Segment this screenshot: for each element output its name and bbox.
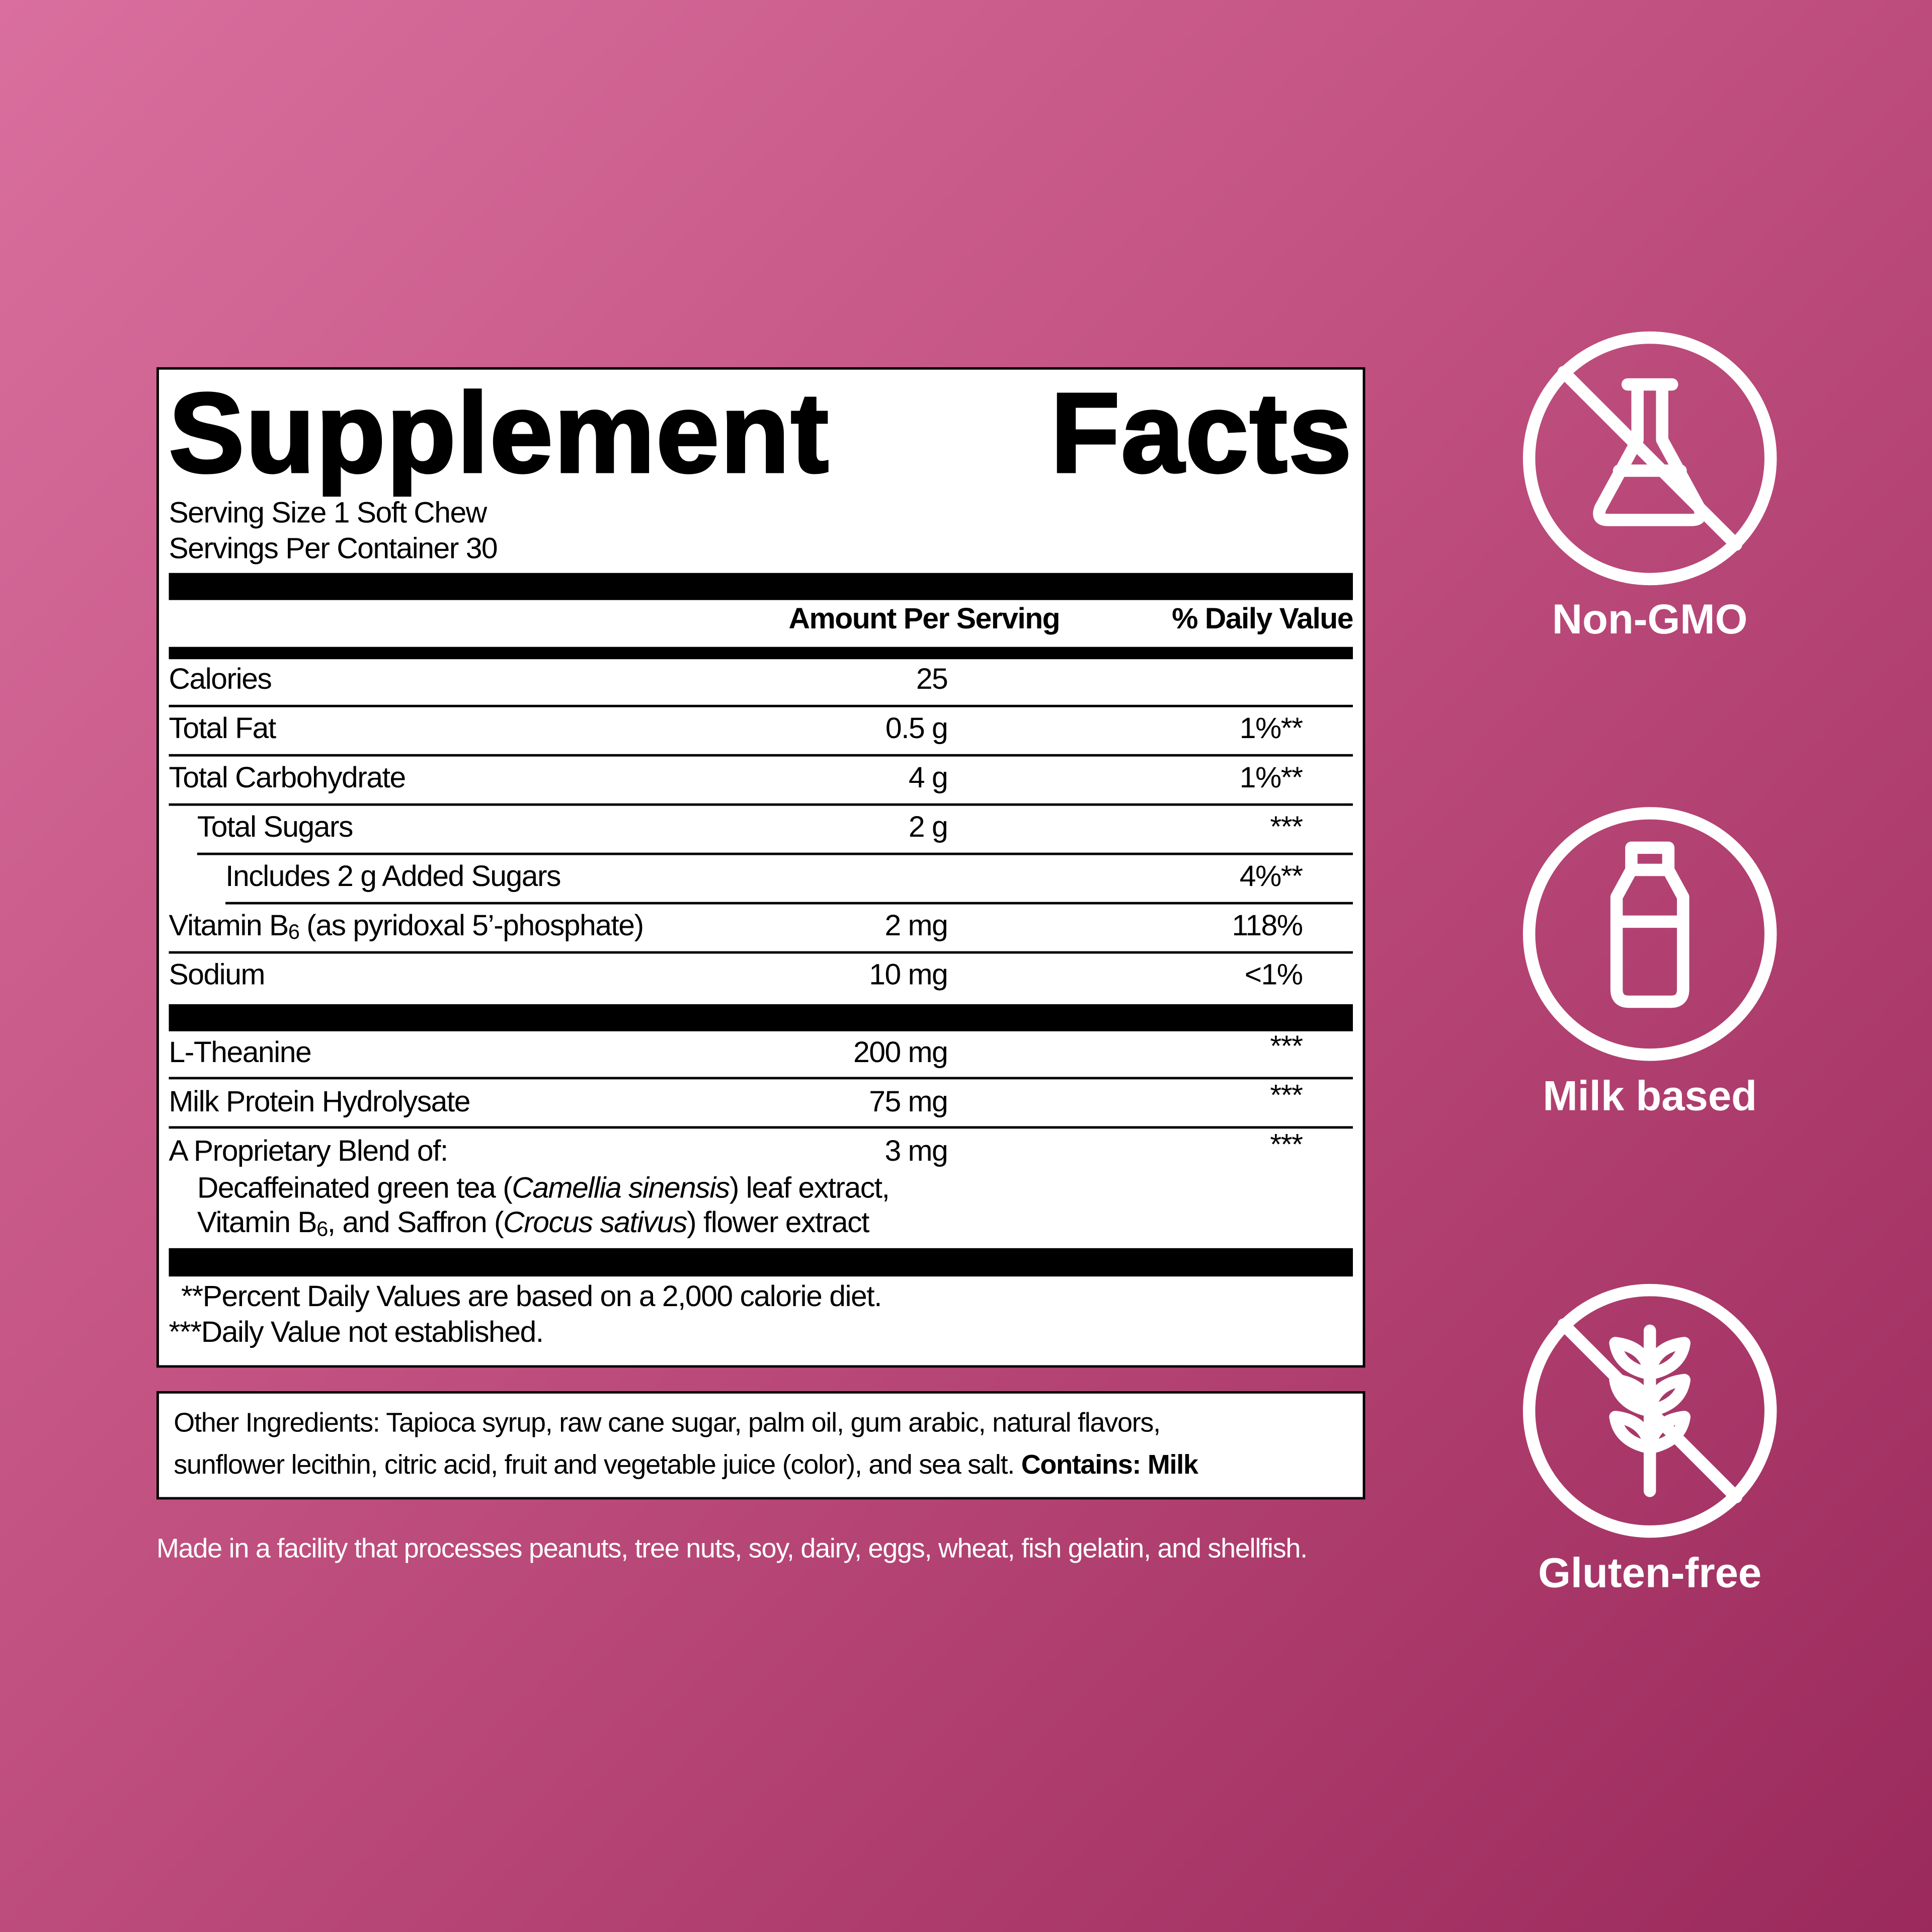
- serving-size: Serving Size 1 Soft Chew: [169, 496, 488, 530]
- daily-value: ***: [1270, 1129, 1303, 1162]
- blend-detail: Vitamin B6, and Saffron (Crocus sativus)…: [197, 1206, 870, 1241]
- amount: 10 mg: [869, 958, 948, 992]
- milk-icon: [1522, 807, 1777, 1061]
- text: (as pyridoxal 5’-phosphate): [299, 909, 644, 943]
- nutrient: Calories: [169, 663, 272, 696]
- rule: [225, 902, 1353, 905]
- subscript: 6: [288, 920, 300, 944]
- amount: 2 g: [908, 811, 948, 844]
- badge-label: Gluten-free: [1538, 1550, 1762, 1597]
- header: % Daily Value: [1172, 602, 1353, 636]
- daily-value: ***: [1270, 1079, 1303, 1113]
- footnote: **Percent Daily Values are based on a 2,…: [181, 1280, 882, 1314]
- divider: [169, 573, 1353, 600]
- blend-detail: Decaffeinated green tea (Camellia sinens…: [197, 1172, 890, 1206]
- text: , and Saffron (: [327, 1206, 504, 1240]
- facility-note: Made in a facility that processes peanut…: [156, 1533, 1308, 1564]
- nutrient: Includes 2 g Added Sugars: [225, 860, 561, 894]
- botanical-name: Crocus sativus: [503, 1206, 687, 1240]
- ingredient: L-Theanine: [169, 1036, 312, 1070]
- footnote: ***Daily Value not established.: [169, 1316, 544, 1349]
- daily-value: <1%: [1244, 958, 1303, 992]
- daily-value: 4%**: [1239, 860, 1303, 894]
- daily-value: ***: [1270, 1030, 1303, 1064]
- non-gmo-icon: [1522, 331, 1777, 586]
- nutrient: Total Sugars: [197, 811, 354, 844]
- text: Vitamin B: [197, 1206, 317, 1240]
- allergen: Contains: Milk: [1021, 1449, 1198, 1480]
- daily-value: 1%**: [1239, 761, 1303, 795]
- supplement-facts-panel: Supplement Facts Serving Size 1 Soft Che…: [156, 367, 1365, 1368]
- daily-value: ***: [1270, 811, 1303, 844]
- daily-value: 1%**: [1239, 712, 1303, 746]
- gluten-free-icon: [1522, 1283, 1777, 1538]
- rule: [169, 951, 1353, 954]
- badge-label: Non-GMO: [1552, 596, 1748, 643]
- badge-icons: [1522, 331, 1777, 1538]
- badge-label: Milk based: [1543, 1073, 1757, 1120]
- amount: 3 mg: [884, 1135, 948, 1168]
- daily-value: 118%: [1232, 909, 1303, 943]
- botanical-name: Camellia sinensis: [512, 1171, 730, 1205]
- amount: 200 mg: [853, 1036, 948, 1070]
- text: ) leaf extract,: [729, 1171, 890, 1205]
- amount: 4 g: [908, 761, 948, 795]
- text: Vitamin B: [169, 909, 289, 943]
- amount: 0.5 g: [885, 712, 948, 746]
- text: Decaffeinated green tea (: [197, 1171, 513, 1205]
- nutrient: Total Fat: [169, 712, 277, 746]
- divider: [169, 1248, 1353, 1277]
- servings-per-container: Servings Per Container 30: [169, 532, 498, 566]
- amount: 25: [916, 663, 948, 696]
- rule: [169, 704, 1353, 707]
- ingredient: Milk Protein Hydrolysate: [169, 1085, 471, 1119]
- divider: [169, 1004, 1353, 1031]
- rule: [169, 754, 1353, 757]
- other-ingredients-box: Other Ingredients: Tapioca syrup, raw ca…: [156, 1391, 1365, 1500]
- title: Supplement Facts: [168, 371, 1353, 497]
- rule: [197, 852, 1353, 855]
- rule: [169, 1077, 1353, 1080]
- rule: [169, 803, 1353, 806]
- other-ingredients: Other Ingredients: Tapioca syrup, raw ca…: [174, 1407, 1161, 1438]
- text: sunflower lecithin, citric acid, fruit a…: [174, 1449, 1015, 1480]
- text: ) flower extract: [687, 1206, 869, 1240]
- amount: 75 mg: [869, 1085, 948, 1119]
- amount: 2 mg: [884, 909, 948, 943]
- subscript: 6: [316, 1217, 328, 1241]
- nutrient: Total Carbohydrate: [169, 761, 407, 795]
- nutrient: Sodium: [169, 958, 266, 992]
- other-ingredients: sunflower lecithin, citric acid, fruit a…: [174, 1448, 1198, 1483]
- ingredient: A Proprietary Blend of:: [169, 1135, 449, 1168]
- rule: [169, 1126, 1353, 1129]
- header: Amount Per Serving: [788, 602, 1061, 636]
- divider: [169, 647, 1353, 660]
- nutrient: Vitamin B6 (as pyridoxal 5’-phosphate): [169, 909, 645, 944]
